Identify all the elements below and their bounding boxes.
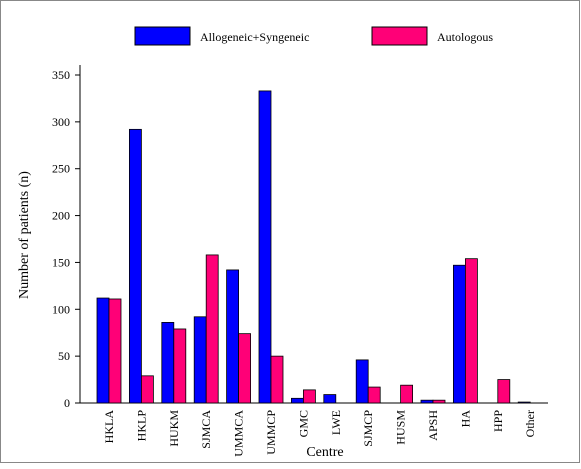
y-tick-label: 150 <box>52 255 70 269</box>
x-tick-label: SJMCA <box>199 410 213 449</box>
x-tick-label: UMMCP <box>264 410 278 455</box>
legend-swatch <box>371 26 428 46</box>
y-tick-label: 250 <box>52 162 70 176</box>
bar <box>128 128 142 404</box>
bar <box>258 90 272 404</box>
y-axis-title: Number of patients (n) <box>17 171 32 299</box>
legend-swatch <box>134 26 191 46</box>
bar <box>302 389 316 404</box>
bar <box>140 375 154 404</box>
bar <box>497 379 511 404</box>
bar <box>452 264 466 404</box>
legend-label: Allogeneic+Syngeneic <box>200 30 309 44</box>
y-tick-label: 200 <box>52 209 70 223</box>
x-tick-label: Other <box>523 410 537 437</box>
legend-label: Autologous <box>437 30 493 44</box>
x-tick-label: SJMCP <box>361 410 375 447</box>
bar <box>290 397 304 404</box>
y-tick-label: 50 <box>58 349 70 363</box>
y-tick-label: 100 <box>52 302 70 316</box>
bar <box>323 394 337 404</box>
bar <box>173 328 187 404</box>
bar <box>432 399 446 404</box>
bar <box>161 322 175 404</box>
bar <box>205 254 219 404</box>
x-tick-label: HPP <box>491 410 505 432</box>
bar <box>193 316 207 404</box>
y-tick-label: 350 <box>52 68 70 82</box>
bar <box>355 359 369 404</box>
x-tick-label: APSH <box>426 410 440 441</box>
bar <box>367 386 381 404</box>
bar <box>96 297 110 404</box>
bar <box>226 269 240 404</box>
x-tick-label: HUSM <box>394 410 408 445</box>
bar <box>420 399 434 404</box>
x-tick-label: UMMCA <box>232 410 246 457</box>
x-tick-label: LWE <box>329 410 343 435</box>
x-axis-title: Centre <box>306 445 343 460</box>
bar <box>517 401 531 404</box>
bar <box>108 298 122 404</box>
x-tick-label: HUKM <box>167 410 181 447</box>
x-tick-label: GMC <box>296 410 310 437</box>
x-tick-label: HKLA <box>102 410 116 444</box>
bar <box>464 258 478 404</box>
x-tick-label: HA <box>458 410 472 428</box>
y-tick-label: 0 <box>64 396 70 410</box>
bar <box>400 384 414 404</box>
x-tick-label: HKLP <box>134 410 148 442</box>
y-tick-label: 300 <box>52 115 70 129</box>
bar <box>270 355 284 404</box>
bar <box>238 333 252 404</box>
